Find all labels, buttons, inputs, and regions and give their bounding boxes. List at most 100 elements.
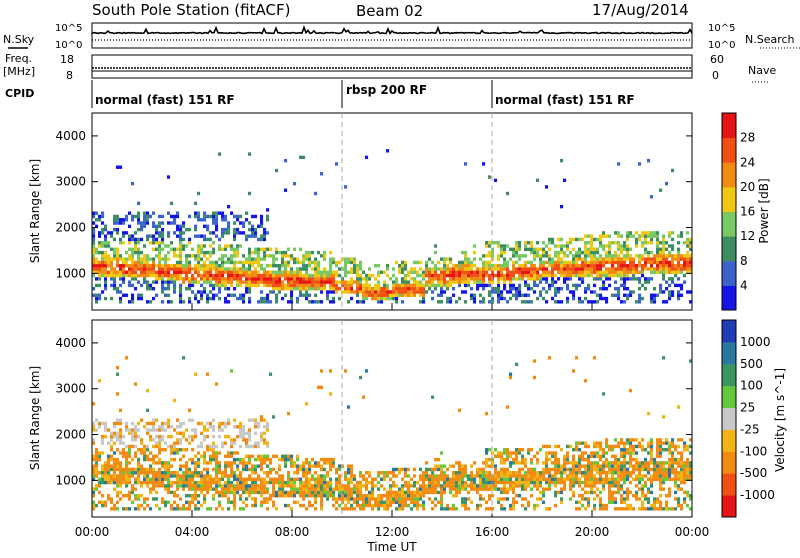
data-cell [638, 445, 641, 448]
data-cell [137, 241, 140, 244]
data-cell [602, 264, 605, 267]
data-cell [254, 425, 257, 428]
data-cell [671, 238, 674, 241]
data-cell [464, 254, 467, 257]
data-cell [149, 267, 152, 270]
data-cell [518, 241, 521, 244]
data-cell [587, 271, 590, 274]
data-cell [506, 274, 509, 277]
data-cell [164, 501, 167, 504]
data-cell [470, 261, 473, 264]
data-cell [374, 277, 377, 280]
data-cell [617, 297, 620, 300]
data-cell [470, 294, 473, 297]
data-cell [128, 428, 131, 431]
data-cell [347, 464, 350, 467]
data-cell [305, 507, 308, 510]
data-cell [323, 481, 326, 484]
data-cell [638, 264, 641, 267]
data-cell [257, 251, 260, 254]
data-cell [686, 261, 689, 264]
data-cell [212, 478, 215, 481]
data-cell [257, 300, 260, 303]
data-cell [257, 458, 260, 461]
data-cell [455, 271, 458, 274]
data-cell [500, 248, 503, 251]
data-cell [284, 287, 287, 290]
data-cell [227, 461, 230, 464]
data-cell [608, 257, 611, 260]
data-cell [500, 254, 503, 257]
data-cell [338, 468, 341, 471]
data-cell [524, 254, 527, 257]
data-cell [182, 484, 185, 487]
data-cell [110, 267, 113, 270]
data-cell [146, 280, 149, 283]
data-cell [242, 484, 245, 487]
data-cell [254, 478, 257, 481]
data-cell [170, 451, 173, 454]
data-cell [206, 373, 209, 376]
data-cell [380, 471, 383, 474]
data-cell [575, 501, 578, 504]
data-cell [134, 244, 137, 247]
data-cell [530, 241, 533, 244]
data-cell [191, 481, 194, 484]
data-cell [665, 182, 668, 185]
data-cell [257, 271, 260, 274]
data-cell [242, 461, 245, 464]
data-cell [611, 464, 614, 467]
data-cell [521, 474, 524, 477]
data-cell [650, 238, 653, 241]
data-cell [344, 507, 347, 510]
data-cell [533, 507, 536, 510]
data-cell [656, 474, 659, 477]
data-cell [173, 494, 176, 497]
data-cell [581, 451, 584, 454]
data-cell [323, 280, 326, 283]
data-cell [428, 484, 431, 487]
data-cell [398, 491, 401, 494]
data-cell [248, 287, 251, 290]
data-cell [680, 267, 683, 270]
data-cell [260, 432, 263, 435]
data-cell [98, 422, 101, 425]
data-cell [383, 474, 386, 477]
data-cell [146, 284, 149, 287]
data-cell [317, 300, 320, 303]
data-cell [416, 271, 419, 274]
data-cell [317, 461, 320, 464]
data-cell [110, 277, 113, 280]
data-cell [161, 257, 164, 260]
data-cell [599, 441, 602, 444]
data-cell [383, 297, 386, 300]
data-cell [542, 241, 545, 244]
data-cell [149, 234, 152, 237]
data-cell [230, 267, 233, 270]
data-cell [281, 261, 284, 264]
data-cell [539, 280, 542, 283]
data-cell [578, 458, 581, 461]
data-cell [611, 271, 614, 274]
data-cell [236, 481, 239, 484]
data-cell [563, 461, 566, 464]
data-cell [647, 461, 650, 464]
data-cell [503, 284, 506, 287]
data-cell [620, 448, 623, 451]
data-cell [134, 231, 137, 234]
data-cell [683, 471, 686, 474]
colorbar-tick: 8 [740, 254, 748, 268]
data-cell [128, 471, 131, 474]
data-cell [260, 234, 263, 237]
data-cell [674, 267, 677, 270]
data-cell [332, 297, 335, 300]
data-cell [644, 261, 647, 264]
data-cell [380, 478, 383, 481]
data-cell [608, 267, 611, 270]
data-cell [227, 257, 230, 260]
data-cell [662, 238, 665, 241]
data-cell [395, 261, 398, 264]
data-cell [647, 234, 650, 237]
data-cell [200, 277, 203, 280]
data-cell [284, 274, 287, 277]
